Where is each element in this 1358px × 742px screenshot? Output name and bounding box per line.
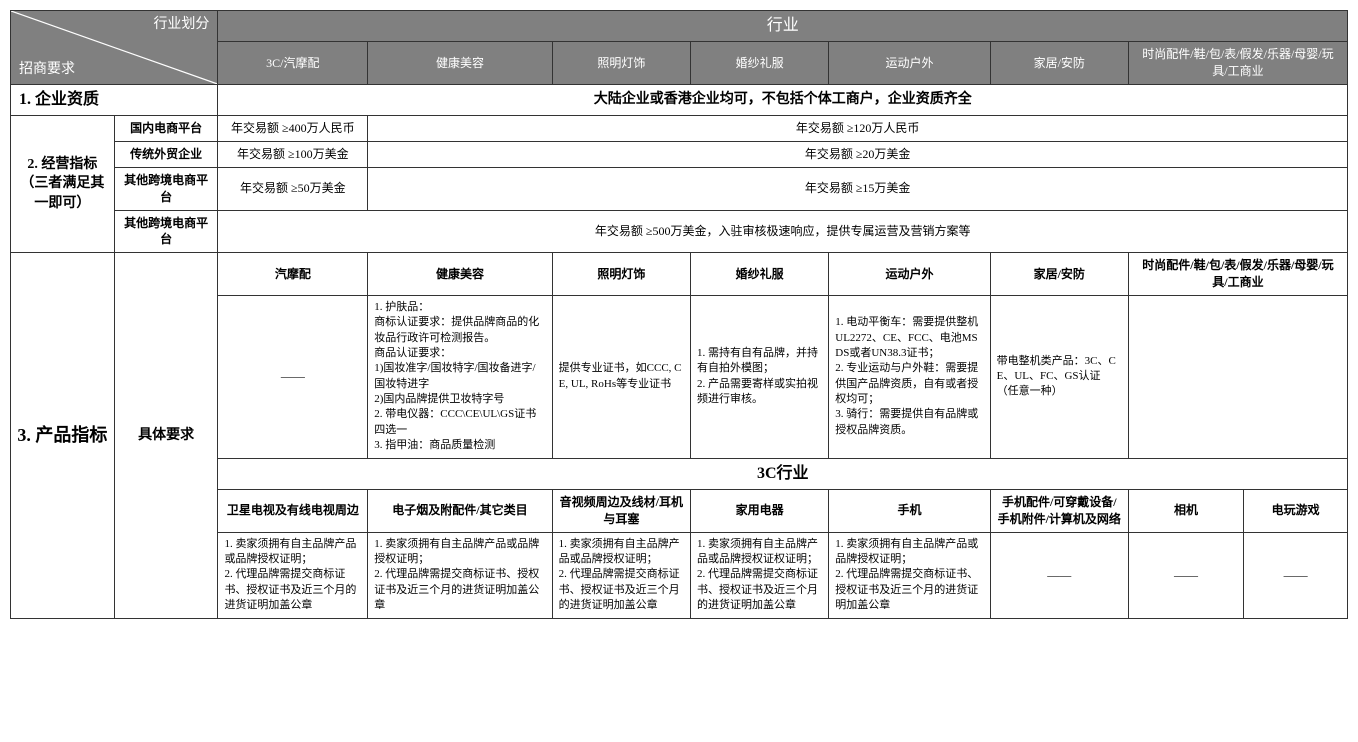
- s2r3-full: 年交易额 ≥500万美金，入驻审核极速响应，提供专属运营及营销方案等: [218, 210, 1348, 253]
- section3-sublabel: 具体要求: [114, 253, 218, 618]
- corner-bottom-label: 招商要求: [19, 60, 75, 80]
- sub-d4: 1. 卖家须拥有自主品牌产品或品牌授权证明； 2. 代理品牌需提交商标证书、授权…: [829, 532, 990, 618]
- cat-d5: 带电整机类产品：3C、CE、UL、FC、GS认证（任意一种）: [990, 295, 1128, 458]
- subcol-6: 相机: [1128, 490, 1243, 533]
- subcol-4: 手机: [829, 490, 990, 533]
- section2-title: 2. 经营指标（三者满足其一即可）: [11, 116, 115, 253]
- cat-d4: 1. 电动平衡车：需要提供整机UL2272、CE、FCC、电池MSDS或者UN3…: [829, 295, 990, 458]
- catrow-2: 照明灯饰: [552, 253, 690, 296]
- s2r0-rest: 年交易额 ≥120万人民币: [368, 116, 1348, 142]
- cat-d6: [1128, 295, 1347, 458]
- s2r2-label: 其他跨境电商平台: [114, 167, 218, 210]
- section3-title: 3. 产品指标: [11, 253, 115, 618]
- sub-d6: ——: [1128, 532, 1243, 618]
- catrow-3: 婚纱礼服: [690, 253, 828, 296]
- catrow-1: 健康美容: [368, 253, 552, 296]
- sub-d5: ——: [990, 532, 1128, 618]
- s2r2-c1: 年交易额 ≥50万美金: [218, 167, 368, 210]
- s2r2-rest: 年交易额 ≥15万美金: [368, 167, 1348, 210]
- col-lighting: 照明灯饰: [552, 42, 690, 85]
- catrow-0: 汽摩配: [218, 253, 368, 296]
- subcol-2: 音视频周边及线材/耳机与耳塞: [552, 490, 690, 533]
- s2r1-c1: 年交易额 ≥100万美金: [218, 142, 368, 168]
- col-fashion: 时尚配件/鞋/包/表/假发/乐器/母婴/玩具/工商业: [1128, 42, 1347, 85]
- subcol-7: 电玩游戏: [1244, 490, 1348, 533]
- cat-d1: 1. 护肤品： 商标认证要求：提供品牌商品的化妆品行政许可检测报告。 商品认证要…: [368, 295, 552, 458]
- col-3c: 3C/汽摩配: [218, 42, 368, 85]
- s2r3-label: 其他跨境电商平台: [114, 210, 218, 253]
- cat-d0: ——: [218, 295, 368, 458]
- sub-d0: 1. 卖家须拥有自主品牌产品或品牌授权证明； 2. 代理品牌需提交商标证书、授权…: [218, 532, 368, 618]
- s2r1-rest: 年交易额 ≥20万美金: [368, 142, 1348, 168]
- subheader-3c: 3C行业: [218, 458, 1348, 489]
- sub-d1: 1. 卖家须拥有自主品牌产品或品牌授权证明； 2. 代理品牌需提交商标证书、授权…: [368, 532, 552, 618]
- catrow-6: 时尚配件/鞋/包/表/假发/乐器/母婴/玩具/工商业: [1128, 253, 1347, 296]
- s2r0-c1: 年交易额 ≥400万人民币: [218, 116, 368, 142]
- subcol-0: 卫星电视及有线电视周边: [218, 490, 368, 533]
- catrow-5: 家居/安防: [990, 253, 1128, 296]
- col-health: 健康美容: [368, 42, 552, 85]
- corner-cell: 行业划分 招商要求: [11, 11, 218, 85]
- subcol-5: 手机配件/可穿戴设备/手机附件/计算机及网络: [990, 490, 1128, 533]
- col-wedding: 婚纱礼服: [690, 42, 828, 85]
- corner-top-label: 行业划分: [153, 15, 209, 35]
- sub-d3: 1. 卖家须拥有自主品牌产品或品牌授权证权证明； 2. 代理品牌需提交商标证书、…: [690, 532, 828, 618]
- header-main: 行业: [218, 11, 1348, 42]
- requirements-table: 行业划分 招商要求 行业 3C/汽摩配 健康美容 照明灯饰 婚纱礼服 运动户外 …: [10, 10, 1348, 619]
- cat-d3: 1. 需持有自有品牌，并持有自拍外模图； 2. 产品需要寄样或实拍视频进行审核。: [690, 295, 828, 458]
- section1-content: 大陆企业或香港企业均可，不包括个体工商户，企业资质齐全: [218, 84, 1348, 115]
- cat-d2: 提供专业证书，如CCC, CE, UL, RoHs等专业证书: [552, 295, 690, 458]
- col-sports: 运动户外: [829, 42, 990, 85]
- s2r0-label: 国内电商平台: [114, 116, 218, 142]
- s2r1-label: 传统外贸企业: [114, 142, 218, 168]
- sub-d2: 1. 卖家须拥有自主品牌产品或品牌授权证明； 2. 代理品牌需提交商标证书、授权…: [552, 532, 690, 618]
- section1-title: 1. 企业资质: [11, 84, 218, 115]
- col-home: 家居/安防: [990, 42, 1128, 85]
- sub-d7: ——: [1244, 532, 1348, 618]
- subcol-1: 电子烟及附配件/其它类目: [368, 490, 552, 533]
- catrow-4: 运动户外: [829, 253, 990, 296]
- subcol-3: 家用电器: [690, 490, 828, 533]
